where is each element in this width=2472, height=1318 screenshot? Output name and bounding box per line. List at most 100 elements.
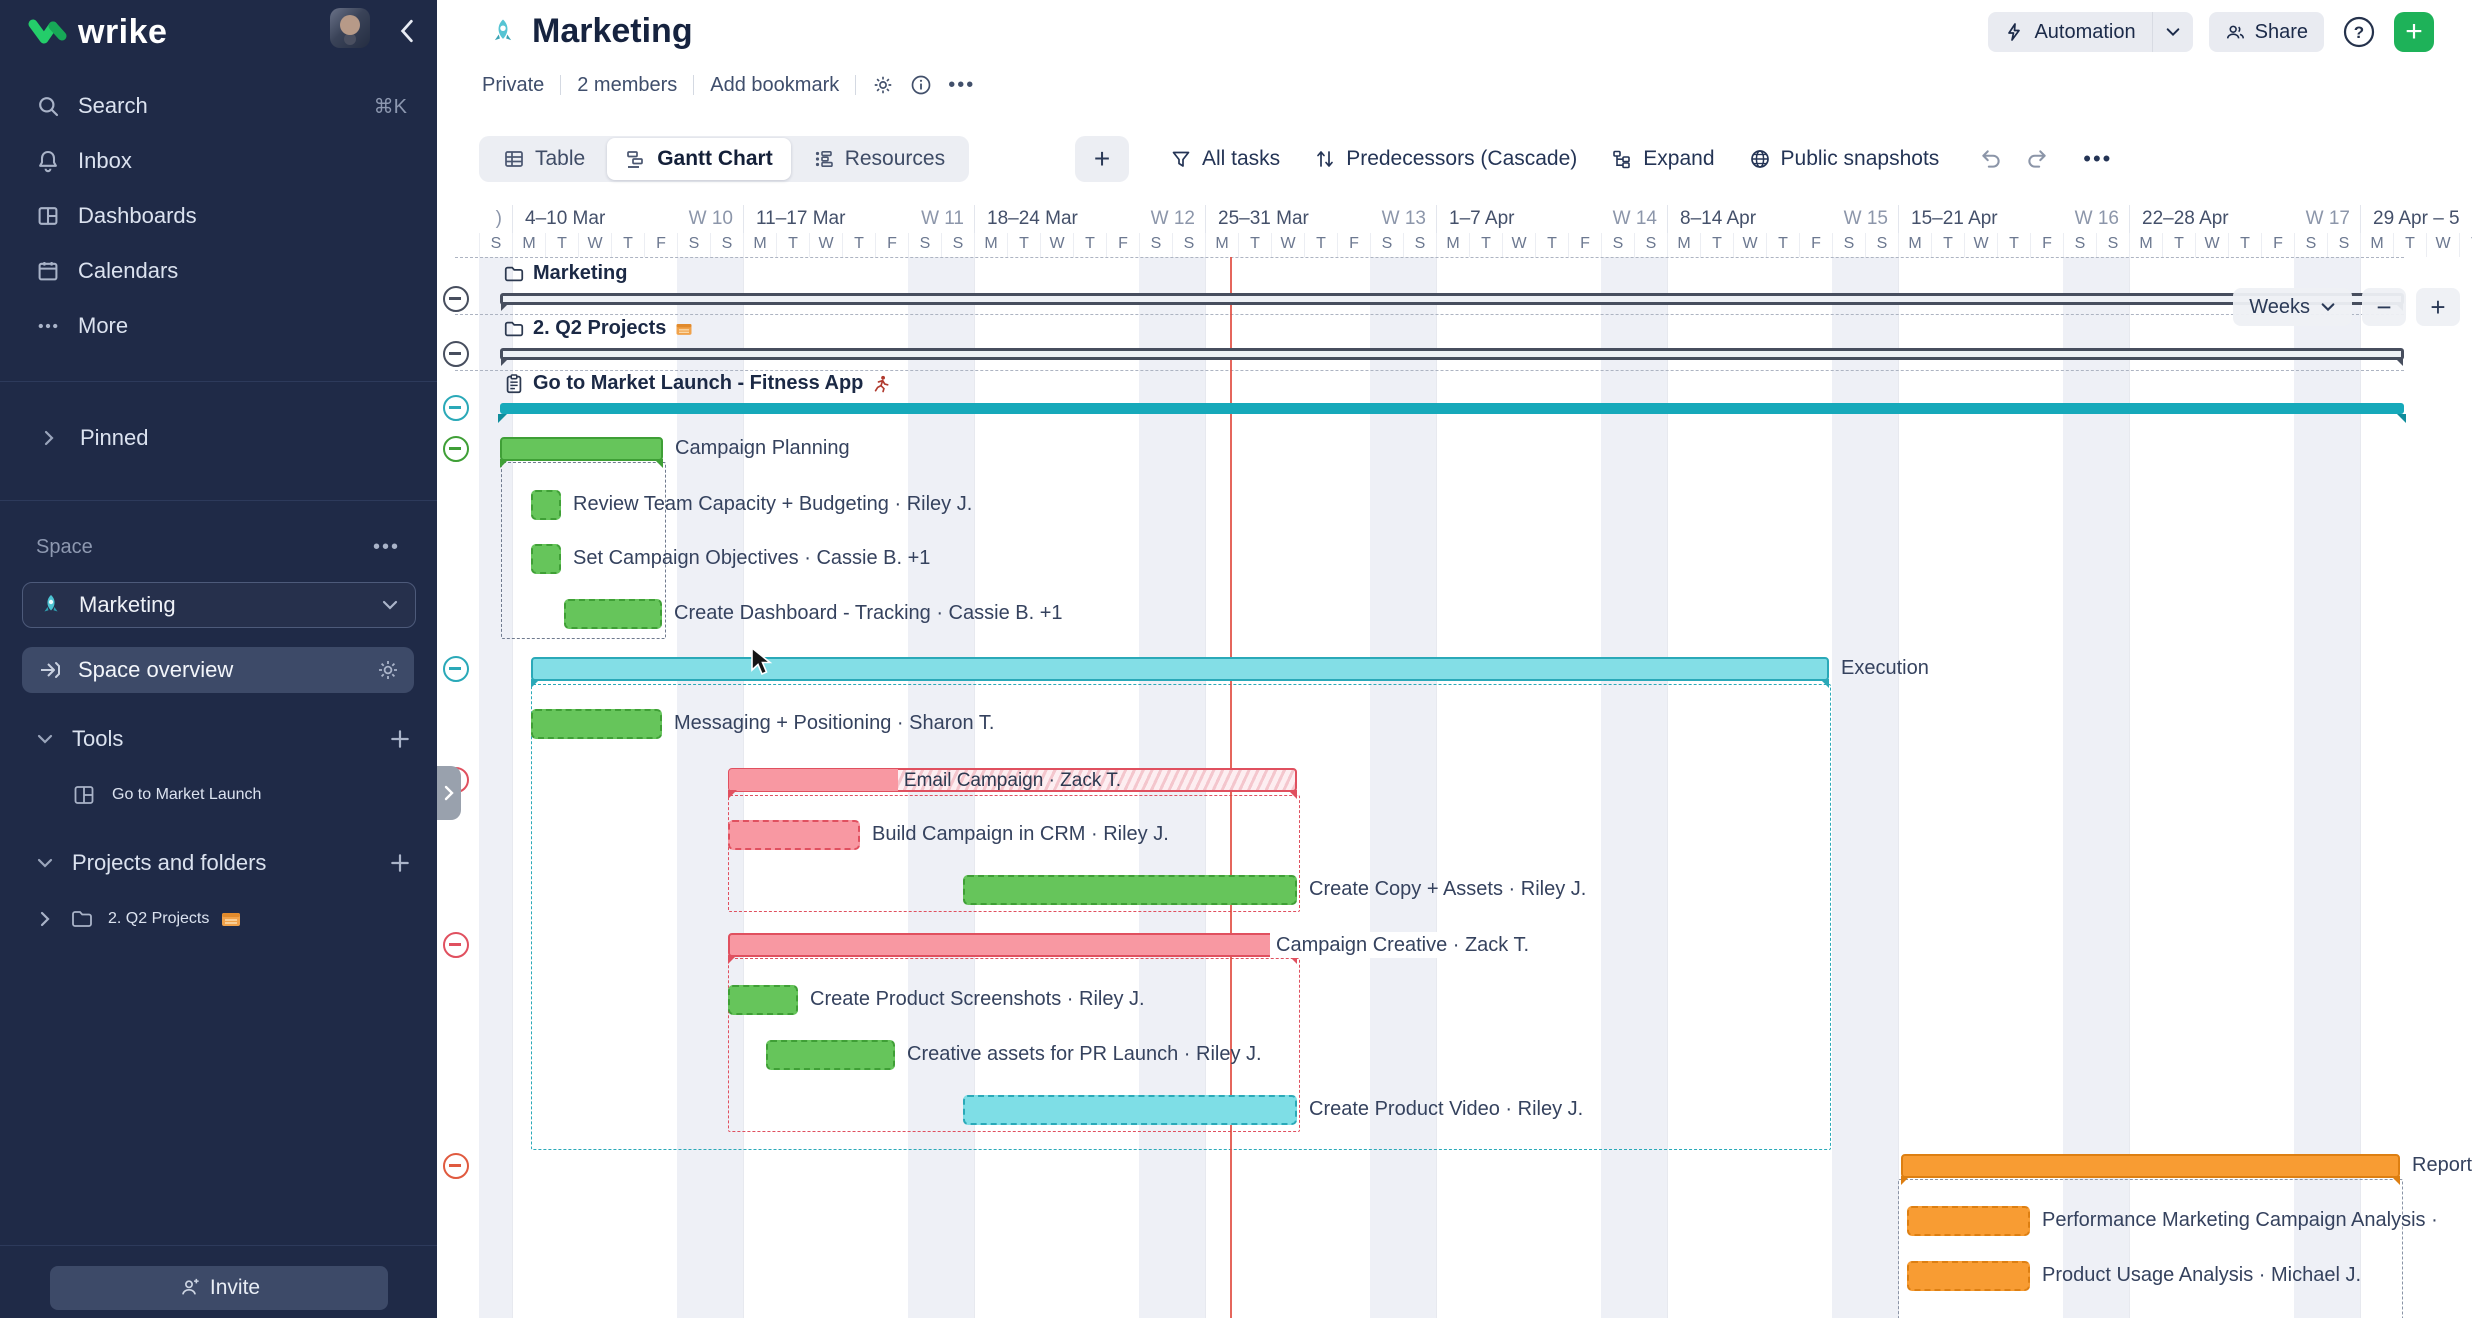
panel-expander[interactable]	[437, 766, 461, 820]
section-report[interactable]	[1901, 1154, 2400, 1185]
help-button[interactable]: ?	[2340, 13, 2378, 51]
sidebar-item-q2-projects[interactable]: 2. Q2 Projects	[0, 897, 437, 941]
day-cell: S	[2063, 233, 2096, 257]
toolbar-public-snapshots[interactable]: Public snapshots	[1749, 147, 1939, 171]
invite-button[interactable]: Invite	[50, 1266, 388, 1310]
globe-icon	[1749, 148, 1771, 170]
collapse-toggle-icon[interactable]	[443, 341, 469, 367]
folder-emoji-icon	[219, 907, 243, 931]
page-title: Marketing	[532, 12, 693, 50]
collapse-toggle-icon[interactable]	[443, 1153, 469, 1179]
sidebar-collapse-icon[interactable]	[396, 18, 418, 44]
day-cell: T	[776, 233, 809, 257]
bar-label: Set Campaign Objectives · Cassie B. +1	[573, 547, 931, 569]
summary-marketing[interactable]	[500, 293, 2404, 311]
sidebar-item-space-overview[interactable]: Space overview	[22, 647, 414, 693]
week-range-label: 11–17 Mar	[756, 208, 846, 229]
logo-text: wrike	[78, 12, 168, 51]
create-new-button[interactable]: +	[2394, 12, 2434, 52]
sidebar-item-dashboards[interactable]: Dashboards	[0, 194, 437, 238]
sidebar-item-pinned[interactable]: Pinned	[0, 416, 437, 460]
header-more-icon[interactable]: •••	[948, 73, 976, 96]
wrike-logo[interactable]: wrike	[28, 12, 167, 52]
day-cell: F	[875, 233, 908, 257]
task-build-campaign-crm[interactable]	[728, 820, 860, 850]
meta-item-2[interactable]: Add bookmark	[710, 73, 840, 96]
add-tool-icon[interactable]	[389, 728, 411, 750]
share-button[interactable]: Share	[2208, 12, 2324, 52]
task-create-dashboard-tracking[interactable]	[564, 599, 662, 629]
selection-box	[501, 462, 666, 639]
add-project-icon[interactable]	[389, 852, 411, 874]
task-messaging-positioning[interactable]	[531, 709, 662, 739]
gear-icon[interactable]	[872, 74, 894, 96]
collapse-toggle-icon[interactable]	[443, 395, 469, 421]
sidebar-item-go-to-market-launch[interactable]: Go to Market Launch	[0, 773, 437, 817]
task-set-campaign-objectives[interactable]	[531, 544, 561, 574]
sidebar-item-calendars[interactable]: Calendars	[0, 249, 437, 293]
collapse-toggle-icon[interactable]	[443, 436, 469, 462]
add-view-button[interactable]: +	[1075, 136, 1129, 182]
task-review-team-capacity[interactable]	[531, 490, 561, 520]
summary-q2-projects[interactable]	[500, 348, 2404, 366]
section-execution[interactable]	[531, 657, 1829, 688]
collapse-toggle-icon[interactable]	[443, 286, 469, 312]
week-cell-partial: )	[437, 205, 512, 233]
tab-label: Gantt Chart	[657, 147, 773, 170]
space-selector[interactable]: Marketing	[22, 582, 416, 628]
timescale-dropdown[interactable]: Weeks	[2233, 288, 2352, 326]
day-cell: S	[479, 233, 512, 257]
automation-split-button: Automation	[1988, 12, 2193, 52]
toolbar-more-icon[interactable]: •••	[2083, 146, 2113, 171]
tab-resources[interactable]: Resources	[795, 141, 963, 177]
zoom-out-button[interactable]: −	[2362, 288, 2406, 326]
mouse-cursor	[751, 647, 773, 676]
automation-button[interactable]: Automation	[1988, 12, 2152, 52]
bar-hook	[728, 790, 737, 799]
meta-separator	[560, 75, 562, 95]
project-go-to-market[interactable]	[498, 403, 2406, 423]
redo-icon[interactable]	[2025, 147, 2049, 171]
section-campaign-creative[interactable]	[728, 933, 1297, 964]
task-create-product-video[interactable]	[963, 1095, 1297, 1125]
minus-glyph	[449, 943, 461, 946]
meta-item-0[interactable]: Private	[482, 73, 545, 96]
automation-dropdown-icon[interactable]	[2151, 12, 2193, 52]
info-icon[interactable]	[910, 74, 932, 96]
undo-redo-group	[1979, 147, 2049, 171]
toolbar-predecessors-cascade-[interactable]: Predecessors (Cascade)	[1314, 147, 1577, 171]
task-performance-marketing-analysis[interactable]	[1907, 1206, 2030, 1236]
week-range-label: 4–10 Mar	[525, 208, 606, 229]
tab-gantt-chart[interactable]: Gantt Chart	[607, 138, 791, 180]
sidebar-section-projects[interactable]: Projects and folders	[0, 841, 437, 885]
bar-hook	[2397, 414, 2406, 423]
undo-icon[interactable]	[1979, 147, 2003, 171]
tab-table[interactable]: Table	[485, 141, 603, 177]
gear-icon[interactable]	[376, 658, 400, 682]
page-header: Marketing	[488, 12, 693, 51]
meta-item-1[interactable]: 2 members	[577, 73, 678, 96]
sidebar-item-inbox[interactable]: Inbox	[0, 139, 437, 183]
toolbar-all-tasks[interactable]: All tasks	[1170, 147, 1280, 171]
sidebar-item-search[interactable]: Search ⌘K	[0, 84, 437, 128]
toolbar-expand[interactable]: Expand	[1611, 147, 1715, 171]
user-avatar[interactable]	[330, 8, 370, 48]
folder-icon	[503, 318, 525, 340]
shortcut-hint: ⌘K	[373, 95, 407, 118]
task-create-copy-assets[interactable]	[963, 875, 1297, 905]
collapse-toggle-icon[interactable]	[443, 656, 469, 682]
zoom-in-button[interactable]: +	[2416, 288, 2460, 326]
task-product-usage-analysis[interactable]	[1907, 1261, 2030, 1291]
section-campaign-planning[interactable]	[500, 437, 663, 468]
space-more-icon[interactable]: •••	[372, 536, 400, 558]
folder-icon	[70, 907, 94, 931]
section-email-campaign[interactable]: Email Campaign · Zack T.	[728, 768, 1297, 799]
resources-icon	[813, 148, 835, 170]
task-creative-assets-pr-launch[interactable]	[766, 1040, 895, 1070]
task-create-product-screenshots[interactable]	[728, 985, 798, 1015]
calendar-icon	[36, 259, 60, 283]
collapse-toggle-icon[interactable]	[443, 932, 469, 958]
sidebar-section-tools[interactable]: Tools	[0, 717, 437, 761]
sidebar-item-more[interactable]: More	[0, 304, 437, 348]
